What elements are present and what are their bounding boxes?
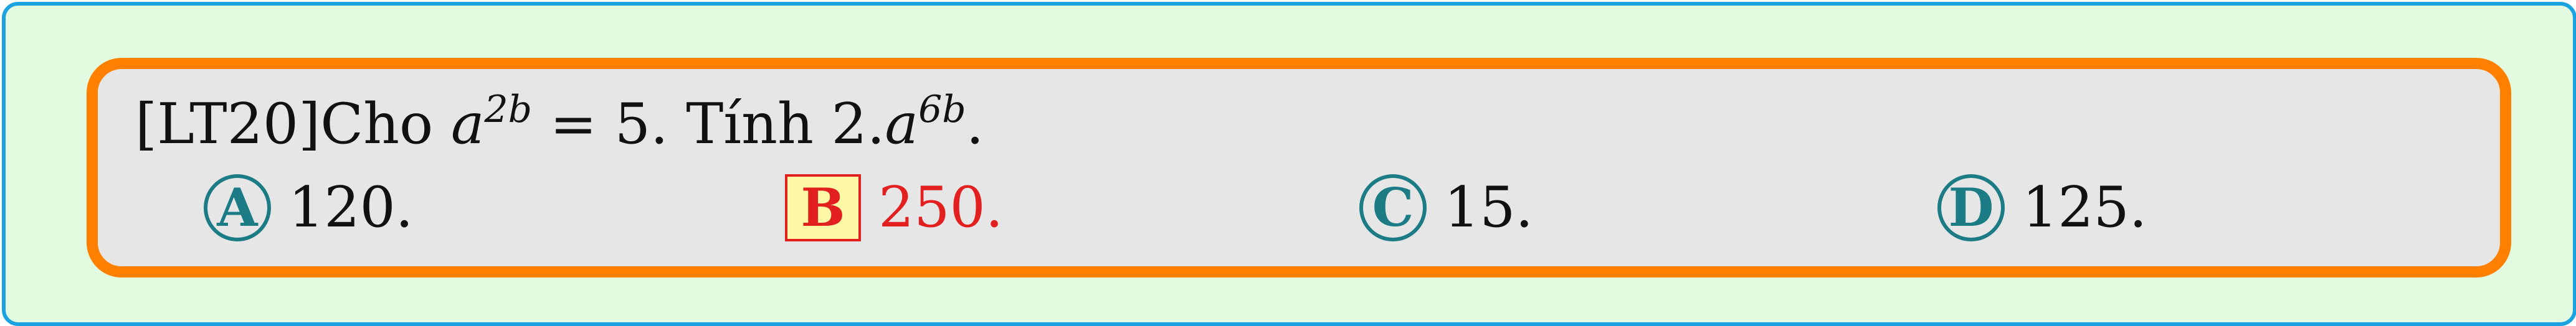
choice-d[interactable]: D 125.	[1937, 169, 2147, 246]
choice-c-text: 15.	[1444, 175, 1534, 240]
ask-exponent: 6b	[918, 88, 966, 131]
question-stem: [LT20]Cho a2b = 5. Tính 2.a6b.	[135, 90, 984, 159]
question-box: [LT20]Cho a2b = 5. Tính 2.a6b. A 120. B …	[87, 58, 2511, 277]
given-rest: = 5. Tính 2.	[532, 91, 885, 157]
given-expression: a2b	[451, 91, 532, 157]
choice-b-text: 250.	[878, 175, 1004, 240]
choice-c-badge: C	[1359, 174, 1427, 241]
choice-a-text: 120.	[288, 175, 414, 240]
ask-base: a	[885, 91, 919, 157]
given-exponent: 2b	[484, 88, 533, 131]
ask-expression: a6b	[885, 91, 966, 157]
question-prefix: Cho	[320, 91, 451, 157]
choice-d-text: 125.	[2022, 175, 2147, 240]
ask-rest: .	[966, 91, 984, 157]
choices-row: A 120. B 250. C 15. D 125.	[98, 169, 2500, 246]
choice-b-badge: B	[785, 174, 861, 241]
choice-d-badge: D	[1937, 174, 2005, 241]
choice-b[interactable]: B 250.	[785, 169, 1003, 246]
choice-a[interactable]: A 120.	[204, 169, 413, 246]
choice-a-badge: A	[204, 174, 271, 241]
choice-c[interactable]: C 15.	[1359, 169, 1533, 246]
question-tag: [LT20]	[135, 91, 321, 157]
given-base: a	[450, 91, 485, 157]
